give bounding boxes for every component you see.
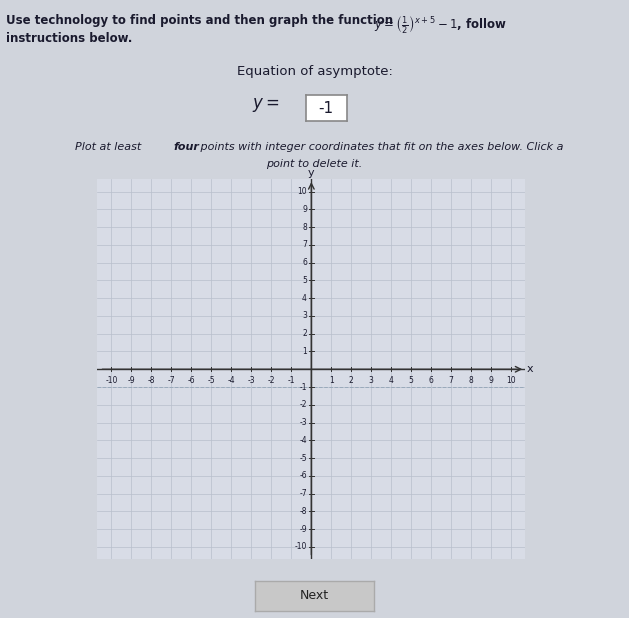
Text: 5: 5: [409, 376, 414, 385]
Text: 9: 9: [302, 205, 307, 214]
Text: Use technology to find points and then graph the function: Use technology to find points and then g…: [6, 14, 398, 27]
Text: point to delete it.: point to delete it.: [266, 159, 363, 169]
Text: -10: -10: [294, 543, 307, 551]
Text: 7: 7: [449, 376, 454, 385]
Text: $y = \left(\frac{1}{2}\right)^{x+5} - 1$, follow: $y = \left(\frac{1}{2}\right)^{x+5} - 1$…: [374, 14, 508, 35]
Text: -3: -3: [299, 418, 307, 427]
Text: -3: -3: [248, 376, 255, 385]
Text: Plot at least: Plot at least: [75, 142, 145, 152]
Text: -2: -2: [299, 400, 307, 409]
Text: -7: -7: [299, 489, 307, 498]
Text: 4: 4: [389, 376, 394, 385]
Text: 6: 6: [302, 258, 307, 267]
Text: -1: -1: [299, 383, 307, 392]
Text: 7: 7: [302, 240, 307, 250]
Text: -9: -9: [128, 376, 135, 385]
Text: 1: 1: [302, 347, 307, 356]
Text: four: four: [173, 142, 199, 152]
Text: -4: -4: [228, 376, 235, 385]
Text: 10: 10: [298, 187, 307, 196]
Text: 4: 4: [302, 294, 307, 303]
Text: -5: -5: [299, 454, 307, 462]
Text: 5: 5: [302, 276, 307, 285]
Text: 6: 6: [429, 376, 434, 385]
Text: -1: -1: [318, 101, 334, 116]
Text: 3: 3: [369, 376, 374, 385]
Text: 10: 10: [506, 376, 516, 385]
Text: -6: -6: [187, 376, 195, 385]
Text: Next: Next: [300, 589, 329, 603]
Text: -8: -8: [299, 507, 307, 516]
Text: 2: 2: [302, 329, 307, 338]
Text: -10: -10: [105, 376, 118, 385]
Text: 1: 1: [329, 376, 334, 385]
Text: -6: -6: [299, 472, 307, 480]
Text: 3: 3: [302, 311, 307, 321]
Text: -2: -2: [267, 376, 275, 385]
Text: -4: -4: [299, 436, 307, 445]
Text: instructions below.: instructions below.: [6, 32, 133, 45]
Text: 9: 9: [489, 376, 494, 385]
Text: x: x: [526, 364, 533, 375]
Text: y: y: [308, 168, 314, 179]
Text: $y =$: $y =$: [252, 96, 279, 114]
Text: points with integer coordinates that fit on the axes below. Click a: points with integer coordinates that fit…: [197, 142, 564, 152]
Text: Equation of asymptote:: Equation of asymptote:: [237, 65, 392, 78]
Text: -1: -1: [287, 376, 295, 385]
Text: -9: -9: [299, 525, 307, 533]
Text: 8: 8: [302, 222, 307, 232]
Text: 2: 2: [349, 376, 353, 385]
Text: -8: -8: [148, 376, 155, 385]
Text: 8: 8: [469, 376, 474, 385]
Text: -7: -7: [168, 376, 175, 385]
Text: -5: -5: [208, 376, 215, 385]
